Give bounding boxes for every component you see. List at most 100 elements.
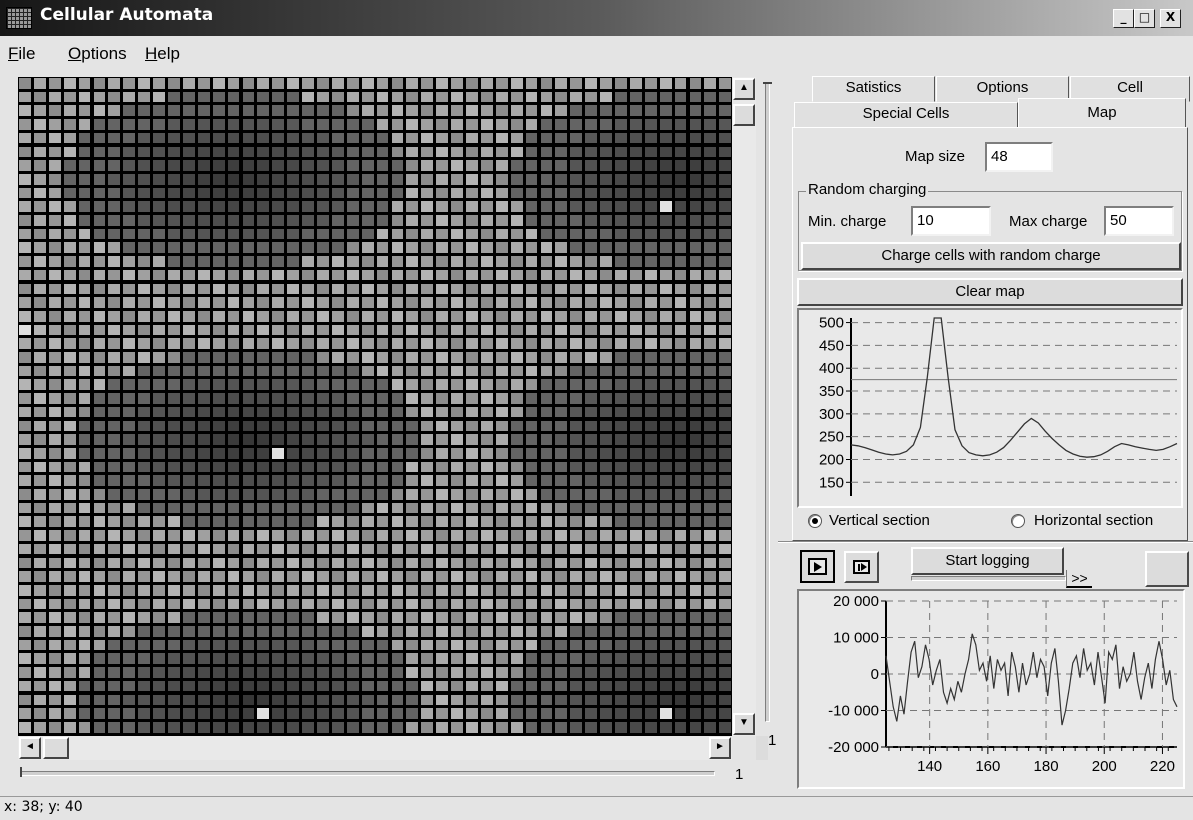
map-cell[interactable] bbox=[182, 543, 195, 555]
map-cell[interactable] bbox=[302, 338, 314, 349]
map-cell[interactable] bbox=[272, 215, 285, 226]
map-cell[interactable] bbox=[153, 283, 165, 295]
map-cell[interactable] bbox=[421, 653, 434, 665]
map-cell[interactable] bbox=[615, 530, 627, 541]
map-cell[interactable] bbox=[659, 215, 672, 226]
map-cell[interactable] bbox=[466, 105, 478, 117]
map-cell[interactable] bbox=[257, 187, 270, 199]
map-cell[interactable] bbox=[242, 379, 255, 391]
map-cell[interactable] bbox=[33, 379, 46, 391]
map-cell[interactable] bbox=[242, 201, 255, 212]
map-cell[interactable] bbox=[615, 215, 627, 226]
map-cell[interactable] bbox=[78, 584, 91, 596]
map-cell[interactable] bbox=[391, 543, 404, 555]
map-cell[interactable] bbox=[510, 173, 523, 185]
map-cell[interactable] bbox=[63, 297, 76, 308]
map-cell[interactable] bbox=[272, 365, 285, 377]
min-charge-input[interactable]: 10 bbox=[911, 206, 991, 236]
map-cell[interactable] bbox=[331, 91, 344, 103]
map-cell[interactable] bbox=[257, 160, 270, 171]
map-cell[interactable] bbox=[376, 310, 389, 322]
map-cell[interactable] bbox=[585, 365, 598, 377]
map-cell[interactable] bbox=[436, 91, 449, 103]
map-cell[interactable] bbox=[302, 461, 314, 473]
map-cell[interactable] bbox=[689, 667, 702, 678]
map-cell[interactable] bbox=[331, 105, 344, 117]
map-cell[interactable] bbox=[272, 173, 285, 185]
map-cell[interactable] bbox=[391, 173, 404, 185]
map-cell[interactable] bbox=[63, 338, 76, 349]
map-cell[interactable] bbox=[644, 283, 657, 295]
map-cell[interactable] bbox=[331, 201, 344, 212]
map-cell[interactable] bbox=[33, 721, 46, 733]
map-cell[interactable] bbox=[480, 557, 493, 569]
map-cell[interactable] bbox=[212, 502, 225, 514]
map-cell[interactable] bbox=[242, 352, 255, 363]
map-cell[interactable] bbox=[585, 119, 598, 130]
map-cell[interactable] bbox=[466, 626, 478, 637]
map-cell[interactable] bbox=[346, 516, 359, 528]
map-cell[interactable] bbox=[451, 283, 463, 295]
map-cell[interactable] bbox=[406, 708, 419, 719]
map-cell[interactable] bbox=[272, 680, 285, 692]
map-cell[interactable] bbox=[227, 352, 240, 363]
map-cell[interactable] bbox=[406, 310, 419, 322]
map-cell[interactable] bbox=[19, 461, 31, 473]
map-cell[interactable] bbox=[272, 543, 285, 555]
map-cell[interactable] bbox=[33, 516, 46, 528]
map-cell[interactable] bbox=[33, 667, 46, 678]
map-cell[interactable] bbox=[704, 105, 717, 117]
map-cell[interactable] bbox=[585, 543, 598, 555]
map-cell[interactable] bbox=[19, 215, 31, 226]
map-cell[interactable] bbox=[376, 352, 389, 363]
map-cell[interactable] bbox=[480, 598, 493, 610]
menu-file[interactable]: File bbox=[8, 44, 36, 63]
map-cell[interactable] bbox=[48, 105, 61, 117]
map-cell[interactable] bbox=[63, 571, 76, 582]
map-cell[interactable] bbox=[615, 557, 627, 569]
map-cell[interactable] bbox=[138, 78, 151, 89]
map-cell[interactable] bbox=[33, 680, 46, 692]
map-cell[interactable] bbox=[689, 626, 702, 637]
map-cell[interactable] bbox=[242, 406, 255, 418]
map-cell[interactable] bbox=[138, 584, 151, 596]
map-cell[interactable] bbox=[615, 132, 627, 144]
map-cell[interactable] bbox=[376, 269, 389, 281]
map-cell[interactable] bbox=[287, 502, 300, 514]
map-cell[interactable] bbox=[689, 201, 702, 212]
map-cell[interactable] bbox=[406, 489, 419, 500]
map-cell[interactable] bbox=[495, 502, 508, 514]
map-cell[interactable] bbox=[33, 420, 46, 432]
map-cell[interactable] bbox=[108, 105, 121, 117]
map-cell[interactable] bbox=[287, 543, 300, 555]
map-cell[interactable] bbox=[153, 215, 165, 226]
map-cell[interactable] bbox=[436, 530, 449, 541]
map-cell[interactable] bbox=[138, 694, 151, 706]
map-cell[interactable] bbox=[644, 475, 657, 486]
map-cell[interactable] bbox=[33, 338, 46, 349]
map-cell[interactable] bbox=[19, 680, 31, 692]
map-cell[interactable] bbox=[33, 228, 46, 240]
map-cell[interactable] bbox=[510, 694, 523, 706]
map-cell[interactable] bbox=[719, 475, 732, 486]
map-cell[interactable] bbox=[659, 626, 672, 637]
map-cell[interactable] bbox=[287, 612, 300, 623]
map-cell[interactable] bbox=[287, 310, 300, 322]
map-cell[interactable] bbox=[585, 721, 598, 733]
map-cell[interactable] bbox=[33, 201, 46, 212]
map-cell[interactable] bbox=[78, 78, 91, 89]
map-cell[interactable] bbox=[570, 420, 583, 432]
map-cell[interactable] bbox=[570, 612, 583, 623]
map-cell[interactable] bbox=[376, 78, 389, 89]
map-cell[interactable] bbox=[406, 91, 419, 103]
map-cell[interactable] bbox=[227, 365, 240, 377]
map-cell[interactable] bbox=[615, 283, 627, 295]
map-cell[interactable] bbox=[421, 612, 434, 623]
map-cell[interactable] bbox=[719, 269, 732, 281]
map-cell[interactable] bbox=[421, 639, 434, 651]
map-cell[interactable] bbox=[78, 228, 91, 240]
map-cell[interactable] bbox=[272, 297, 285, 308]
map-cell[interactable] bbox=[421, 557, 434, 569]
map-cell[interactable] bbox=[153, 242, 165, 254]
map-cell[interactable] bbox=[585, 146, 598, 158]
